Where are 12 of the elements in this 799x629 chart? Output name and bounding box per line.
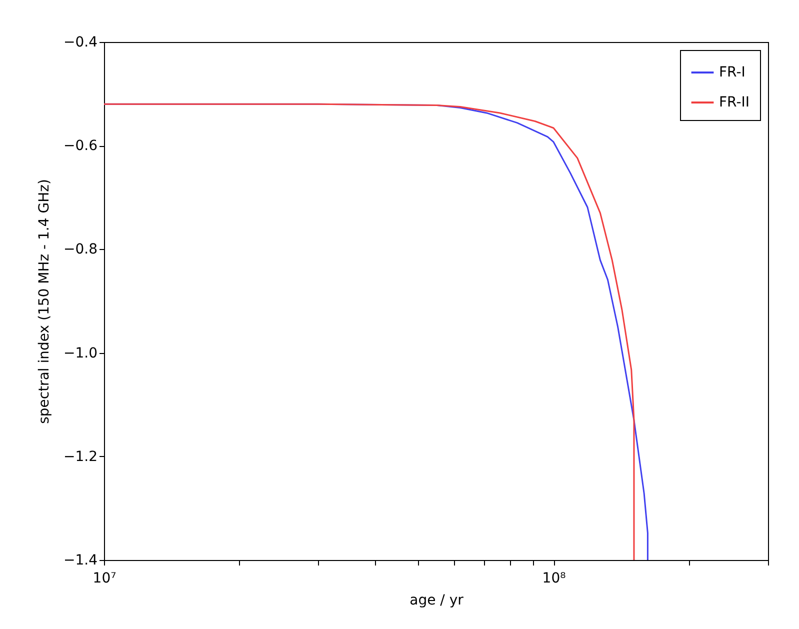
y-tick-label: −0.4 bbox=[64, 34, 98, 50]
x-tick-label: 10⁷ bbox=[92, 570, 116, 586]
x-tick-label: 10⁸ bbox=[542, 570, 566, 586]
x-axis-title: age / yr bbox=[410, 592, 464, 608]
legend-label: FR-II bbox=[719, 94, 750, 110]
y-tick-label: −1.4 bbox=[64, 552, 98, 568]
y-tick-label: −0.8 bbox=[64, 242, 98, 258]
y-axis-title: spectral index (150 MHz - 1.4 GHz) bbox=[36, 179, 53, 424]
legend-label: FR-I bbox=[719, 64, 746, 80]
y-tick-label: −1.2 bbox=[64, 448, 98, 465]
y-tick-label: −1.0 bbox=[64, 345, 98, 362]
y-tick-label: −0.6 bbox=[64, 138, 98, 154]
